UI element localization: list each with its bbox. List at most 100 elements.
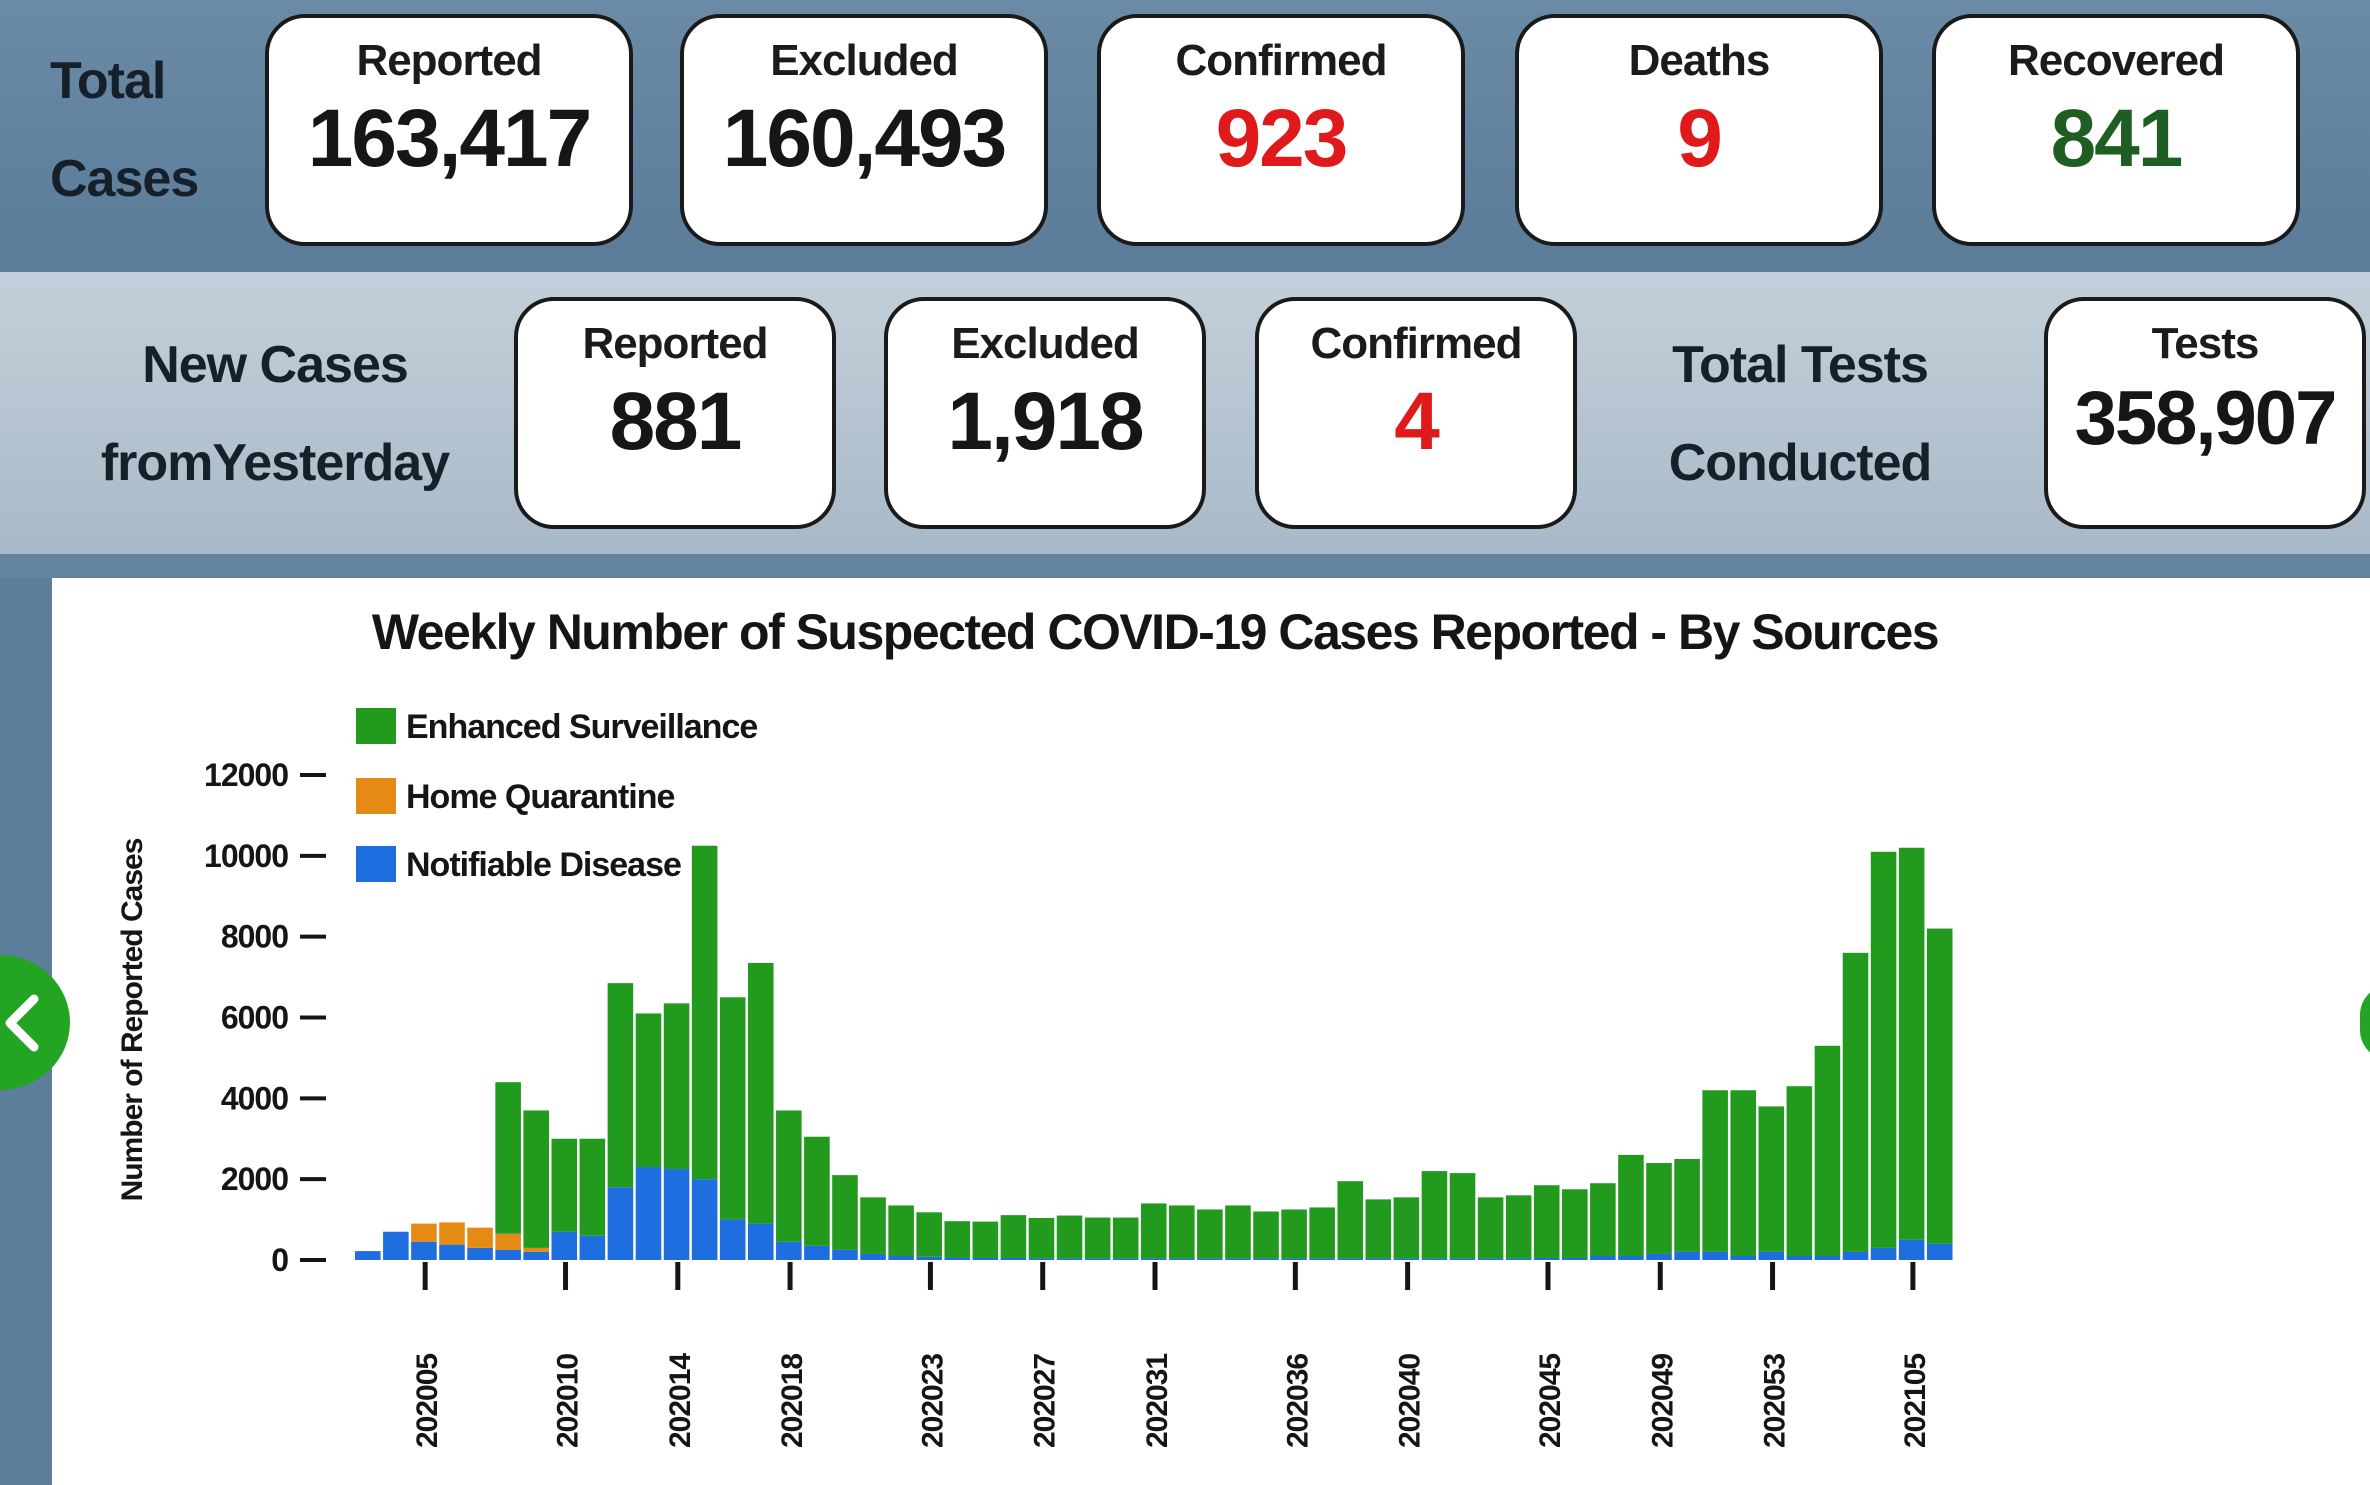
total-deaths-value: 9 (1677, 93, 1723, 184)
bar-segment-enhanced-surveillance-202102 (1814, 1045, 1841, 1256)
bar-segment-enhanced-surveillance-202009 (523, 1110, 549, 1248)
bar-segment-enhanced-surveillance-202011 (579, 1138, 606, 1236)
bar-segment-enhanced-surveillance-202030 (1112, 1217, 1139, 1259)
bar-segment-notifiable-disease-202007 (467, 1247, 493, 1260)
legend-swatch-notifiable-disease (356, 846, 396, 882)
bar-segment-notifiable-disease-202029 (1084, 1258, 1111, 1260)
x-tick-label: 202010 (552, 1354, 585, 1448)
x-tick-label: 202023 (916, 1354, 949, 1448)
bar-segment-enhanced-surveillance-202035 (1253, 1211, 1279, 1259)
x-tick-label: 202027 (1029, 1354, 1062, 1448)
new-confirmed-value: 4 (1394, 376, 1440, 467)
bar-segment-notifiable-disease-202042 (1449, 1258, 1476, 1260)
bar-segment-notifiable-disease-202037 (1309, 1258, 1335, 1260)
new-cases-label-line1: New Cases (142, 336, 409, 394)
bar-segment-enhanced-surveillance-202052 (1730, 1090, 1757, 1256)
bar-segment-enhanced-surveillance-202028 (1056, 1215, 1083, 1259)
bar-segment-notifiable-disease-202047 (1590, 1255, 1616, 1260)
bar-segment-notifiable-disease-202051 (1702, 1251, 1728, 1260)
chart-panel (52, 578, 2370, 1485)
bar-segment-enhanced-surveillance-202012 (607, 983, 634, 1188)
bar-segment-notifiable-disease-202003 (355, 1251, 381, 1260)
bar-segment-enhanced-surveillance-202106 (1926, 928, 1953, 1244)
y-tick-label: 10000 (204, 838, 288, 874)
bar-segment-notifiable-disease-202026 (1000, 1257, 1027, 1260)
bar-segment-enhanced-surveillance-202047 (1590, 1183, 1616, 1256)
next-slide-button[interactable] (2360, 985, 2370, 1060)
bar-segment-notifiable-disease-202041 (1421, 1258, 1448, 1260)
x-tick-label: 202014 (664, 1353, 697, 1448)
bar-segment-notifiable-disease-202106 (1926, 1243, 1953, 1260)
bar-segment-notifiable-disease-202052 (1730, 1255, 1757, 1260)
new-excluded-value: 1,918 (947, 376, 1144, 467)
total-cases-label: Total Cases (50, 32, 199, 228)
bar-segment-notifiable-disease-202028 (1056, 1258, 1083, 1260)
y-tick-label: 0 (271, 1242, 288, 1278)
legend-label: Home Quarantine (406, 778, 674, 816)
bar-segment-notifiable-disease-202008 (495, 1249, 521, 1260)
bar-segment-notifiable-disease-202050 (1674, 1251, 1700, 1260)
bar-segment-enhanced-surveillance-202010 (551, 1138, 578, 1232)
bar-segment-enhanced-surveillance-202015 (691, 845, 718, 1180)
x-tick-label: 202105 (1899, 1354, 1932, 1448)
total-reported-value: 163,417 (307, 93, 592, 184)
bar-segment-notifiable-disease-202048 (1618, 1255, 1644, 1260)
total-cases-label-line1: Total (50, 52, 166, 110)
total-tests-label-line1: Total Tests (1672, 336, 1929, 394)
bar-segment-enhanced-surveillance-202048 (1618, 1154, 1644, 1256)
x-tick-label: 202053 (1759, 1354, 1792, 1448)
y-tick-label: 8000 (221, 919, 288, 955)
x-tick-label: 202040 (1394, 1354, 1427, 1448)
bar-segment-enhanced-surveillance-202037 (1309, 1207, 1335, 1259)
bar-segment-enhanced-surveillance-202038 (1337, 1181, 1364, 1259)
new-excluded-card: Excluded 1,918 (884, 297, 1206, 529)
bar-segment-enhanced-surveillance-202036 (1281, 1209, 1307, 1259)
x-tick-label: 202045 (1534, 1354, 1567, 1448)
bar-segment-enhanced-surveillance-202103 (1842, 952, 1869, 1252)
bar-segment-notifiable-disease-202022 (888, 1255, 914, 1260)
bar-segment-notifiable-disease-202010 (551, 1231, 578, 1260)
bar-segment-enhanced-surveillance-202024 (944, 1221, 971, 1258)
bar-segment-enhanced-surveillance-202025 (972, 1221, 999, 1258)
bar-segment-notifiable-disease-202018 (776, 1241, 802, 1260)
bar-segment-notifiable-disease-202009 (523, 1251, 549, 1260)
total-recovered-label: Recovered (2007, 36, 2225, 85)
new-reported-label: Reported (582, 319, 768, 368)
new-reported-card: Reported 881 (514, 297, 836, 529)
bar-segment-enhanced-surveillance-202053 (1758, 1106, 1785, 1252)
bar-segment-notifiable-disease-202013 (635, 1167, 662, 1260)
bar-segment-notifiable-disease-202104 (1870, 1247, 1897, 1260)
bar-segment-enhanced-surveillance-202017 (747, 962, 774, 1224)
total-deaths-card: Deaths 9 (1515, 14, 1883, 246)
total-tests-label-line2: Conducted (1668, 434, 1933, 492)
bar-segment-notifiable-disease-202025 (972, 1257, 999, 1260)
bar-segment-enhanced-surveillance-202045 (1533, 1185, 1560, 1258)
bar-segment-notifiable-disease-202044 (1505, 1258, 1532, 1260)
bar-segment-notifiable-disease-202011 (579, 1235, 606, 1260)
new-cases-label-line2: fromYesterday (100, 434, 450, 492)
bar-segment-enhanced-surveillance-202039 (1365, 1199, 1392, 1259)
total-tests-label: Total Tests Conducted (1630, 316, 1970, 512)
bar-segment-notifiable-disease-202024 (944, 1257, 971, 1260)
x-tick-label: 202018 (776, 1354, 809, 1448)
y-tick-label: 6000 (221, 1000, 288, 1036)
bar-segment-notifiable-disease-202039 (1365, 1258, 1392, 1260)
bar-segment-enhanced-surveillance-202042 (1449, 1173, 1476, 1259)
bar-segment-notifiable-disease-202017 (747, 1223, 774, 1260)
total-cases-label-line2: Cases (50, 150, 199, 208)
bar-segment-enhanced-surveillance-202051 (1702, 1090, 1728, 1252)
bar-segment-notifiable-disease-202101 (1786, 1255, 1813, 1260)
bar-segment-notifiable-disease-202006 (439, 1244, 465, 1260)
bar-segment-enhanced-surveillance-202008 (495, 1082, 521, 1234)
bar-segment-enhanced-surveillance-202031 (1140, 1203, 1167, 1259)
bar-segment-enhanced-surveillance-202016 (719, 997, 746, 1220)
bar-segment-notifiable-disease-202027 (1028, 1258, 1055, 1260)
bar-segment-enhanced-surveillance-202101 (1786, 1086, 1813, 1256)
bar-segment-enhanced-surveillance-202027 (1028, 1217, 1055, 1259)
x-tick-label: 202005 (411, 1354, 444, 1448)
legend-label: Notifiable Disease (406, 846, 681, 884)
tests-card: Tests 358,907 (2044, 297, 2366, 529)
total-deaths-label: Deaths (1628, 36, 1771, 85)
bar-segment-notifiable-disease-202033 (1197, 1258, 1223, 1260)
bar-segment-home-quarantine-202008 (495, 1233, 521, 1250)
